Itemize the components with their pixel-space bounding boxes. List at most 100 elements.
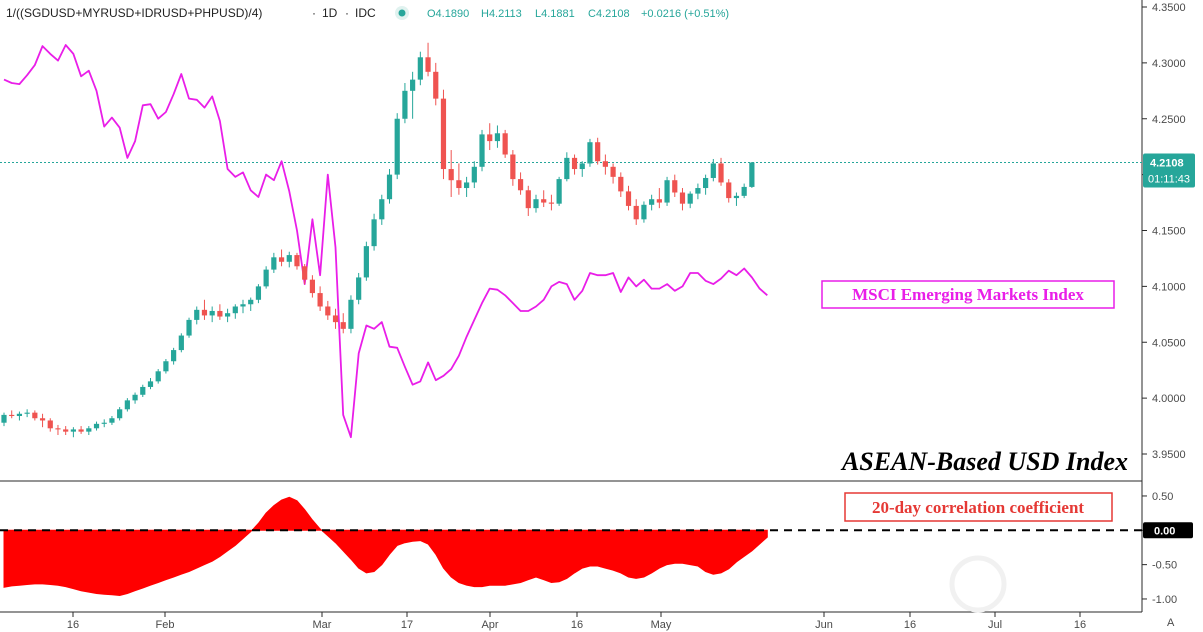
candle: [286, 251, 292, 268]
candle: [240, 299, 246, 314]
candle: [294, 252, 300, 270]
candle: [494, 125, 501, 148]
candle: [749, 161, 755, 188]
candle: [641, 201, 647, 223]
candle: [109, 416, 115, 425]
correlation-tick-label: -1.00: [1152, 594, 1177, 606]
candle-body: [286, 255, 292, 262]
candle: [263, 266, 269, 289]
candle-body: [402, 90, 408, 119]
candle-body: [571, 157, 578, 170]
auto-scale-button[interactable]: A: [1167, 617, 1175, 629]
candle: [78, 426, 84, 434]
ohlc-open: O4.1890: [427, 8, 469, 20]
candle: [517, 172, 524, 195]
candle-body: [317, 293, 323, 307]
candle: [371, 213, 377, 251]
candle: [178, 333, 184, 353]
time-tick-label: Feb: [156, 619, 175, 631]
candle-body: [224, 313, 231, 317]
candle-body: [16, 413, 23, 417]
candle: [687, 191, 693, 209]
candle: [487, 123, 493, 151]
candle-body: [579, 163, 585, 170]
chart-legend: 1/((SGDUSD+MYRUSD+IDRUSD+PHPUSD)/4) · 1D…: [6, 6, 729, 20]
candle-body: [433, 71, 439, 99]
candle: [1, 412, 7, 427]
candle-body: [101, 422, 107, 424]
candle-body: [710, 163, 716, 178]
candle: [55, 424, 61, 436]
candle-body: [155, 371, 161, 382]
candle-body: [271, 257, 277, 270]
time-tick-label: Mar: [313, 619, 332, 631]
candle: [171, 347, 177, 365]
candle: [86, 426, 92, 436]
candle: [140, 384, 146, 398]
candle-body: [641, 204, 647, 220]
candle-body: [610, 166, 616, 177]
candle: [417, 51, 423, 86]
svg-text:·: ·: [345, 6, 349, 20]
zero-value-label: 0.00: [1154, 525, 1175, 537]
candle-body: [548, 202, 555, 204]
candle-body: [741, 186, 747, 196]
candle-body: [209, 310, 215, 316]
time-tick-label: 16: [67, 619, 79, 631]
candle: [147, 378, 154, 390]
candle: [656, 188, 662, 209]
candle: [201, 299, 208, 320]
candle-body: [541, 199, 547, 203]
candle: [425, 42, 431, 77]
candle-body: [664, 180, 670, 203]
candle: [456, 163, 462, 195]
time-tick-label: 16: [904, 619, 916, 631]
candle: [379, 194, 385, 225]
candle: [348, 295, 354, 334]
candle: [70, 427, 76, 438]
candle-body: [464, 182, 470, 189]
candle-body: [356, 277, 362, 300]
candle-body: [232, 306, 238, 314]
candle-body: [9, 414, 15, 417]
time-axis[interactable]: 16 Feb Mar 17 Apr 16 May Jun 16 Jul 16: [67, 612, 1086, 631]
candle: [610, 163, 616, 184]
candle: [525, 185, 531, 216]
time-tick-label: 16: [571, 619, 583, 631]
candle-body: [24, 412, 30, 414]
candle-body: [78, 429, 84, 432]
price-axis[interactable]: 4.35004.30004.25004.20004.15004.10004.05…: [1142, 2, 1186, 461]
candle: [579, 161, 585, 177]
candle: [24, 409, 30, 418]
candle-body: [201, 309, 208, 316]
candle-body: [394, 118, 400, 175]
time-tick-label: Jul: [988, 619, 1002, 631]
ohlc-low: L4.1881: [535, 8, 575, 20]
ohlc-high: H4.2113: [481, 8, 522, 20]
candle-body: [1, 414, 7, 423]
candle-body: [602, 161, 608, 167]
price-tick-label: 4.0500: [1152, 337, 1186, 349]
candle-body: [39, 418, 46, 421]
candle: [718, 157, 724, 186]
candle-body: [55, 428, 61, 430]
candle-body: [440, 98, 447, 170]
candle: [278, 249, 285, 267]
candle-body: [587, 142, 593, 164]
candle-body: [63, 429, 69, 432]
candle: [224, 308, 231, 323]
candle: [248, 297, 254, 311]
candle: [479, 129, 485, 172]
candle-body: [525, 190, 531, 209]
candle: [117, 407, 123, 421]
candle-body: [448, 169, 454, 181]
candle: [625, 185, 632, 211]
candle-body: [109, 418, 115, 423]
time-tick-label: Jun: [815, 619, 833, 631]
candle-body: [749, 162, 755, 187]
candle: [39, 413, 46, 428]
candle-body: [294, 255, 300, 267]
candle-body: [278, 257, 285, 262]
candle: [587, 138, 593, 167]
